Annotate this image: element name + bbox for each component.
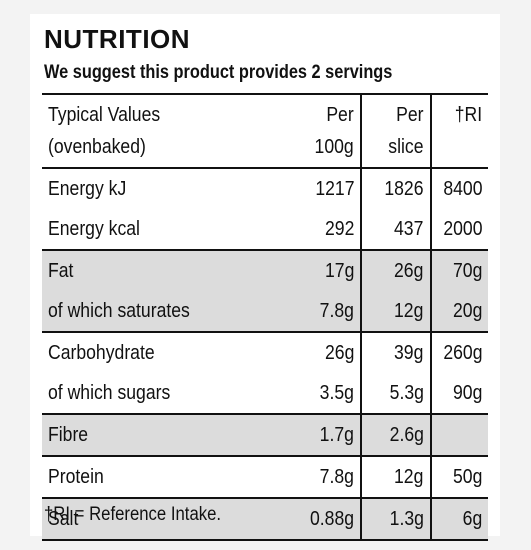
row-label: of which saturates <box>42 291 251 332</box>
table-row: Fibre 1.7g 2.6g <box>42 413 488 456</box>
row-per-100g: 292 <box>250 209 363 250</box>
row-per-100g: 1.7g <box>250 413 363 456</box>
row-ri: 260g <box>430 331 488 373</box>
servings-note: We suggest this product provides 2 servi… <box>44 62 393 83</box>
page-title: NUTRITION <box>44 24 191 54</box>
table-row: Fat 17g 26g 70g <box>42 249 488 291</box>
header-per-slice: Per slice <box>361 94 432 169</box>
row-ri: 50g <box>430 455 488 498</box>
row-ri: 90g <box>452 382 482 404</box>
row-ri: 70g <box>430 249 488 291</box>
table-row: Energy kJ 1217 1826 8400 <box>42 168 488 209</box>
row-ri <box>430 413 488 456</box>
header-typical-values: Typical Values (ovenbaked) <box>42 94 251 169</box>
row-per-slice: 1.3g <box>361 497 432 540</box>
row-per-100g: 1217 <box>250 168 363 209</box>
table-row: Salt 0.88g 1.3g 6g <box>42 497 488 540</box>
row-per-slice: 26g <box>361 249 432 291</box>
row-per-slice: 12g <box>361 455 432 498</box>
row-label: Energy kJ <box>48 178 127 200</box>
row-per-slice: 39g <box>361 331 432 373</box>
row-ri: 2000 <box>442 218 482 240</box>
header-ri: †RI <box>430 94 488 169</box>
row-per-100g: 26g <box>250 331 363 373</box>
row-per-slice: 1826 <box>361 168 432 209</box>
nutrition-table: Typical Values (ovenbaked) Per 100g Per … <box>42 93 488 541</box>
row-ri: 6g <box>430 497 488 540</box>
row-label: Fibre <box>42 413 251 456</box>
footnote: †RI = Reference Intake. <box>44 504 222 525</box>
table-row: Energy kcal 292 437 2000 <box>42 209 488 250</box>
row-label: Energy kcal <box>48 218 140 240</box>
row-per-100g: 7.8g <box>250 455 363 498</box>
row-per-100g: 0.88g <box>250 497 363 540</box>
nutrition-panel: NUTRITION We suggest this product provid… <box>30 14 500 541</box>
table-row: of which saturates 7.8g 12g 20g <box>42 291 488 332</box>
row-label: Fat <box>42 249 251 291</box>
row-per-slice: 437 <box>361 209 432 250</box>
row-per-slice: 2.6g <box>361 413 432 456</box>
table-header-row: Typical Values (ovenbaked) Per 100g Per … <box>42 94 488 169</box>
row-ri: 20g <box>430 291 488 332</box>
row-label: of which sugars <box>48 382 171 404</box>
row-per-100g: 17g <box>250 249 363 291</box>
row-ri: 8400 <box>442 178 482 200</box>
header-per-100g: Per 100g <box>250 94 363 169</box>
row-label: Protein <box>42 455 251 498</box>
row-per-slice: 5.3g <box>361 373 432 414</box>
row-label: Carbohydrate <box>42 331 251 373</box>
table-row: Carbohydrate 26g 39g 260g <box>42 331 488 373</box>
row-per-slice: 12g <box>361 291 432 332</box>
row-per-100g: 3.5g <box>250 373 363 414</box>
row-per-100g: 7.8g <box>250 291 363 332</box>
row-label: Salt <box>42 497 251 540</box>
table-row: of which sugars 3.5g 5.3g 90g <box>42 373 488 414</box>
table-row: Protein 7.8g 12g 50g <box>42 455 488 498</box>
